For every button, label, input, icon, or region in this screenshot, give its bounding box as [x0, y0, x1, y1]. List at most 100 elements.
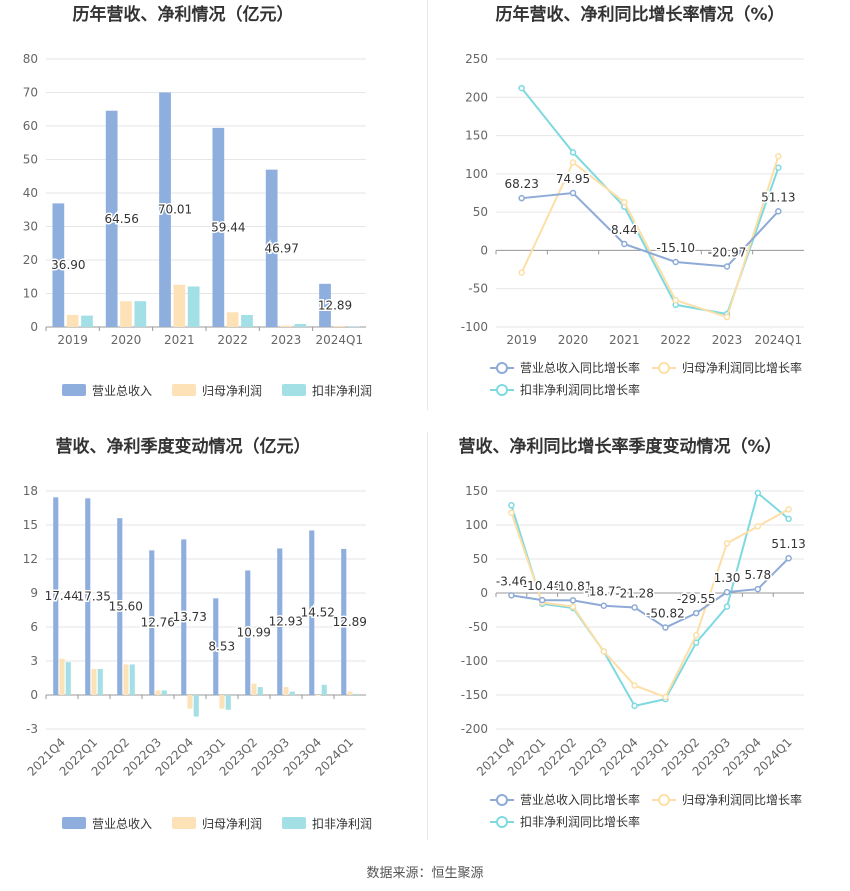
data-label: -10.81 [554, 579, 593, 593]
chart-title: 营收、净利同比增长率季度变动情况（%） [458, 436, 781, 457]
legend-label: 营业总收入 [92, 384, 152, 398]
series-line-net-profit [520, 155, 780, 319]
data-label: 15.60 [109, 600, 143, 614]
series-point [775, 164, 782, 171]
data-label: 17.44 [45, 589, 79, 603]
bar-deducted-profit [81, 315, 93, 327]
y-tick-label: 250 [465, 52, 488, 66]
legend-swatch [282, 817, 306, 829]
bar-net-profit [219, 695, 225, 709]
data-label: -20.97 [708, 245, 747, 259]
series-point [538, 596, 546, 604]
y-tick-label: 80 [23, 52, 38, 66]
annual-revenue-profit-chart: 历年营收、净利情况（亿元） 0 10 20 30 40 50 60 70 80 2019 2020 20… [0, 0, 425, 410]
bar-deducted-profit [161, 690, 167, 695]
bar-deducted-profit [97, 668, 103, 695]
series-point [785, 554, 792, 562]
x-tick-label: 2021 [609, 333, 640, 347]
series-point [723, 540, 731, 547]
series-point [631, 702, 638, 710]
bar-deducted-profit [225, 695, 231, 710]
bar-revenue [85, 498, 91, 695]
series-point [723, 313, 731, 321]
data-label: 8.53 [208, 640, 235, 654]
legend-label: 归母净利润同比增长率 [682, 360, 802, 375]
y-tick-label: 10 [23, 287, 38, 301]
quarterly-growth-rate-svg: 营收、净利同比增长率季度变动情况（%） -200 -150 -100 -50 0 50 100… [458, 436, 807, 829]
data-label: 5.78 [744, 568, 771, 582]
bar-deducted-profit [289, 691, 295, 695]
annual-growth-rate-svg: 历年营收、净利同比增长率情况（%） -100 -50 0 50 100 150 200 250 2… [461, 4, 804, 397]
series-line-revenue [511, 557, 790, 629]
y-tick-label: 150 [465, 484, 488, 498]
data-label: -18.72 [584, 585, 623, 599]
series-point [508, 509, 515, 517]
x-tick-label: 2019 [57, 333, 88, 347]
data-label: 17.35 [77, 590, 111, 604]
bar-deducted-profit [294, 323, 307, 327]
series-point [600, 648, 608, 655]
legend-label: 扣非净利润 [312, 384, 372, 398]
data-label: 68.23 [504, 177, 538, 191]
x-tick-label: 2022 [660, 333, 691, 347]
legend-swatch [62, 817, 86, 829]
y-tick-label: -100 [461, 654, 488, 668]
chart-title: 营收、净利季度变动情况（亿元） [56, 436, 311, 457]
bar-net-profit [226, 312, 239, 327]
data-label: 12.89 [333, 615, 367, 629]
y-tick-label: 50 [473, 205, 488, 219]
series-point [518, 84, 525, 92]
x-tick-label: 2020 [558, 333, 589, 347]
bar-net-profit [251, 683, 257, 695]
bar-deducted-profit [129, 664, 135, 695]
bar-net-profit [315, 695, 321, 696]
series-point [672, 258, 679, 266]
y-tick-label: 0 [480, 243, 488, 257]
y-tick-label: -3 [26, 722, 38, 736]
series-point [692, 609, 700, 617]
data-label: 12.93 [269, 615, 303, 629]
bar-net-profit [173, 284, 186, 327]
y-tick-label: 12 [23, 552, 38, 566]
bar-net-profit [347, 691, 353, 695]
legend-label: 归母净利润同比增长率 [682, 792, 802, 807]
y-tick-label: 50 [473, 552, 488, 566]
data-label: -3.46 [496, 574, 527, 588]
y-tick-label: 50 [23, 153, 38, 167]
x-tick-label: 2023 [712, 333, 743, 347]
bar-revenue [159, 92, 171, 328]
series-point [569, 149, 577, 156]
y-tick-label: -50 [468, 282, 488, 296]
series-point [569, 159, 577, 166]
vertical-divider-top [427, 0, 428, 410]
series-line-deducted-profit [510, 491, 790, 708]
y-tick-label: -200 [461, 722, 488, 736]
series-point [518, 269, 525, 276]
legend-swatch [172, 817, 196, 829]
legend-label: 归母净利润 [202, 817, 262, 831]
bar-net-profit [187, 695, 193, 709]
bar-deducted-profit [257, 687, 263, 695]
bar-deducted-profit [134, 301, 147, 327]
data-label: 13.73 [173, 610, 207, 624]
series-point [600, 602, 608, 609]
series-point [775, 152, 782, 160]
x-tick-label: 2021 [164, 333, 195, 347]
legend-label: 营业总收入同比增长率 [520, 792, 640, 807]
bar-deducted-profit [65, 662, 71, 695]
x-tick-label: 2024Q1 [755, 333, 803, 347]
series-point [508, 592, 515, 599]
data-label: -15.10 [656, 241, 695, 255]
bar-deducted-profit [193, 695, 199, 717]
vertical-divider-bottom [427, 432, 428, 840]
series-line-net-profit [510, 508, 790, 699]
data-label: -21.28 [615, 586, 654, 600]
x-tick-label: 2024Q1 [316, 333, 364, 347]
bar-revenue [319, 283, 331, 327]
y-tick-label: 150 [465, 129, 488, 143]
bar-revenue [341, 548, 347, 695]
y-tick-label: 20 [23, 253, 38, 267]
bar-deducted-profit [347, 326, 360, 327]
series-point [569, 603, 577, 610]
quarterly-revenue-profit-svg: 营收、净利季度变动情况（亿元）-303691215182021Q42022Q12… [23, 436, 372, 831]
